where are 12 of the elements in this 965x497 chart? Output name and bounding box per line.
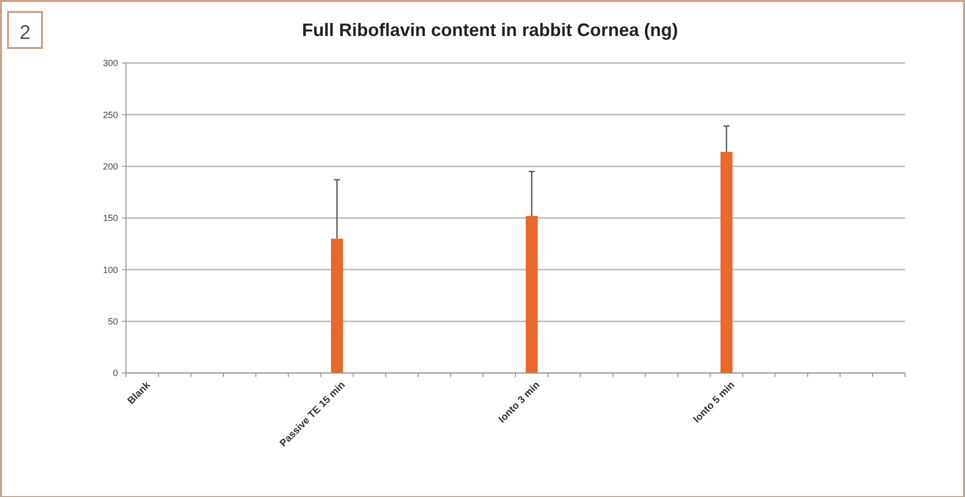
bar — [526, 216, 538, 373]
y-tick-label: 100 — [102, 264, 118, 275]
text: 2 — [19, 22, 31, 44]
y-tick-label: 300 — [102, 58, 118, 68]
y-tick-label: 0 — [112, 368, 118, 378]
chart-title: Full Riboflavin content in rabbit Cornea (ng) — [302, 20, 678, 40]
bar — [330, 238, 343, 373]
y-tick-label: 200 — [102, 161, 118, 172]
bar — [720, 152, 732, 373]
y-tick-label: 250 — [102, 110, 118, 120]
y-tick-label: 50 — [108, 316, 118, 326]
y-tick-label: 150 — [102, 213, 118, 224]
